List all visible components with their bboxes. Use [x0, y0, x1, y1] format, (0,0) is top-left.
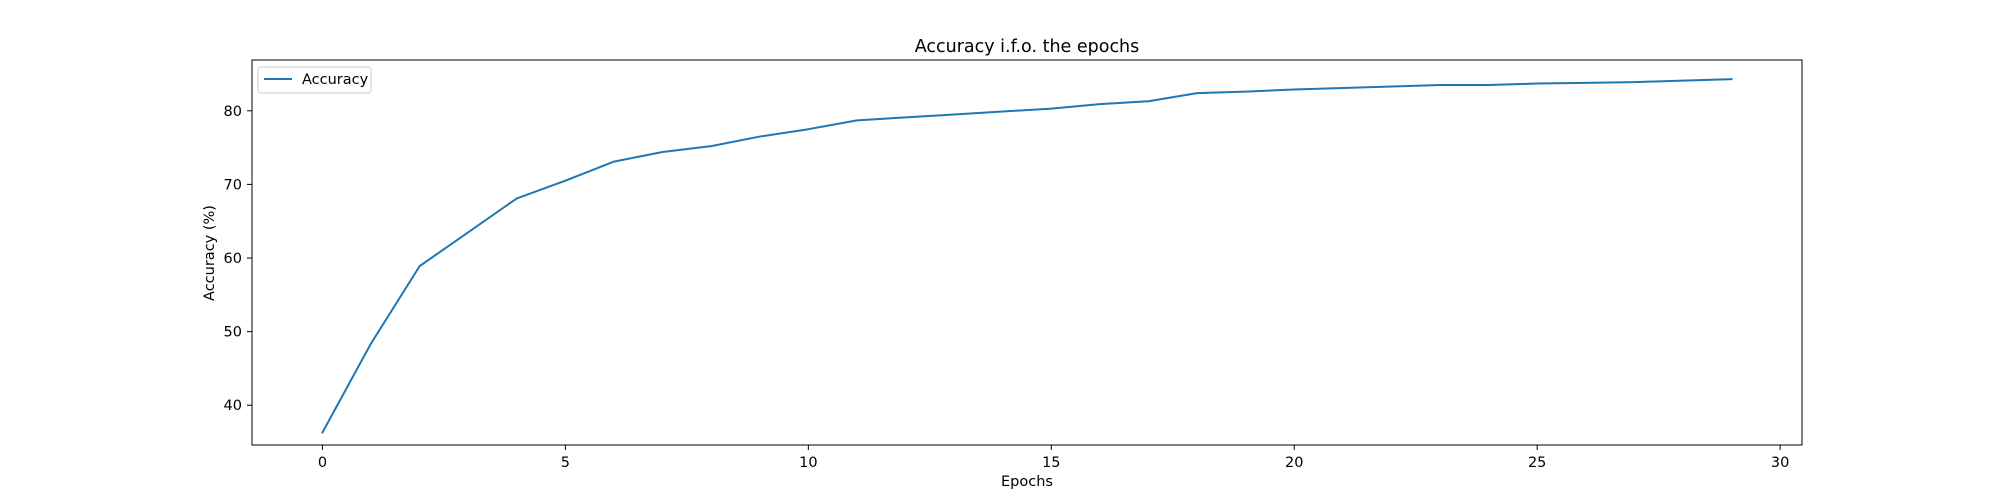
y-tick-label: 60	[224, 251, 242, 267]
legend-label: Accuracy	[302, 72, 369, 88]
series-line-0	[321, 78, 1733, 434]
x-tick-label: 10	[799, 455, 817, 471]
x-tick-label: 30	[1771, 455, 1789, 471]
plot-frame	[251, 59, 1803, 446]
x-tick-label: 25	[1528, 455, 1546, 471]
x-axis-label: Epochs	[1001, 474, 1053, 490]
y-tick-label: 80	[224, 104, 242, 120]
plot-area: 0 5 10 15 20 25 30 40 50 60 70 80 Accuracy	[224, 59, 1803, 471]
y-tick-label: 40	[224, 398, 242, 414]
chart-title: Accuracy i.f.o. the epochs	[915, 37, 1140, 57]
x-tick-label: 20	[1285, 455, 1303, 471]
x-tick-label: 0	[318, 455, 327, 471]
y-axis-label: Accuracy (%)	[202, 205, 218, 301]
x-tick-label: 15	[1042, 455, 1060, 471]
x-tick-label: 5	[561, 455, 570, 471]
y-tick-label: 70	[224, 177, 242, 193]
legend-box	[257, 66, 372, 94]
y-tick-label: 50	[224, 325, 242, 341]
